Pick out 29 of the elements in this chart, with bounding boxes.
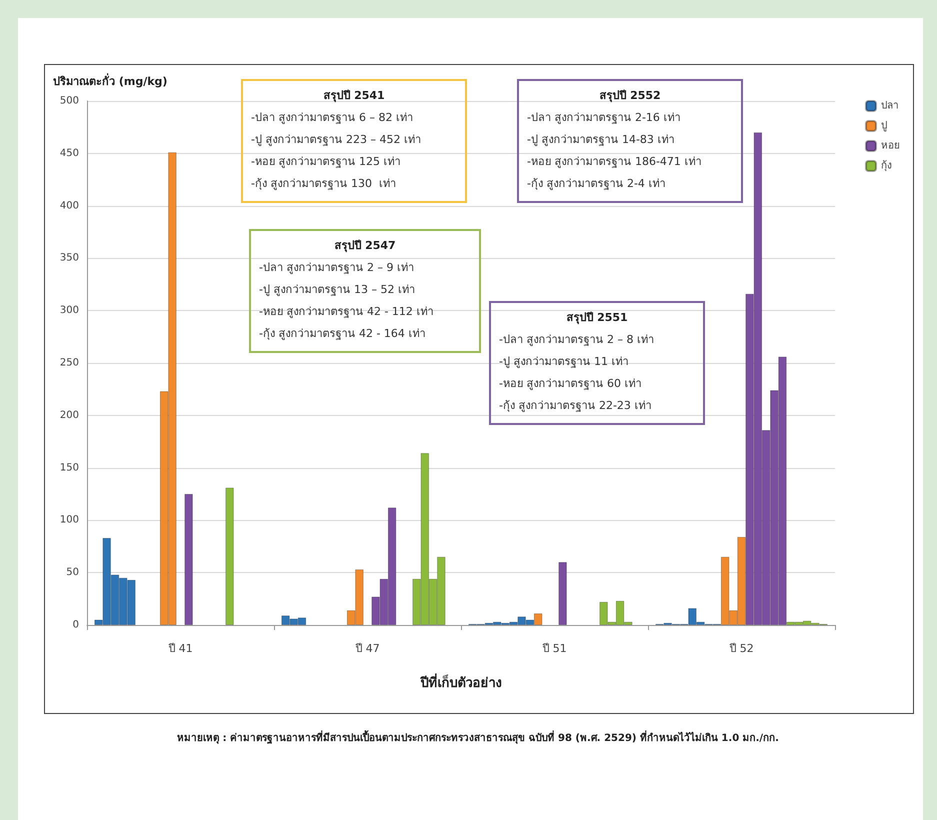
bar xyxy=(184,494,193,625)
legend-label: กุ้ง xyxy=(881,160,892,172)
y-tick-label: 100 xyxy=(60,514,79,526)
bar xyxy=(558,562,567,625)
x-tick-label: ปี 51 xyxy=(541,642,567,655)
y-tick-label: 400 xyxy=(60,200,79,212)
legend-label: หอย xyxy=(881,140,900,152)
bar xyxy=(226,488,234,625)
x-tick-label: ปี 41 xyxy=(167,642,193,655)
y-tick-label: 0 xyxy=(72,620,79,630)
y-tick-label: 250 xyxy=(60,358,79,368)
y-tick-label: 300 xyxy=(60,305,79,316)
x-tick-label: ปี 47 xyxy=(354,642,380,655)
text: หมายเหตุ : ค่ามาตรฐานอาหารที่มีสารปนเปื้อนตามประกาศกระทรวงสาธารณสุข ฉบับที่ 98 (พ.ศ. 2529) ที่กำหนดไว้ไม่เกิน 1.0 มก./กก. xyxy=(176,730,780,745)
y-tick-label: 50 xyxy=(66,567,79,578)
annotation: สรุปปี 2547 -ปลา สูงกว่ามาตรฐาน 2 – 9 เท่า -ปู สูงกว่ามาตรฐาน 13 – 52 เท่า -หอย สูงกว่ามาตรฐาน 42 - 112 เท่า -กุ้ง สูงกว่ามาตรฐาน 42 - 164 เท่า xyxy=(259,238,434,342)
y-tick-label: 200 xyxy=(60,410,79,421)
y-tick-label: 350 xyxy=(60,252,79,264)
legend-label: ปู xyxy=(881,120,887,132)
annotation: สรุปปี 2541 -ปลา สูงกว่ามาตรฐาน 6 – 82 เท่า -ปู สูงกว่ามาตรฐาน 223 – 452 เท่า -หอย สูงกว่ามาตรฐาน 125 เท่า -กุ้ง สูงกว่ามาตรฐาน 130 เท่า xyxy=(251,88,422,192)
y-tick-label: 150 xyxy=(60,462,79,474)
annotation: สรุปปี 2551 -ปลา สูงกว่ามาตรฐาน 2 – 8 เท่า -ปู สูงกว่ามาตรฐาน 11 เท่า -หอย สูงกว่ามาตรฐาน 60 เท่า -กุ้ง สูงกว่ามาตรฐาน 22-23 เท่า xyxy=(499,310,655,414)
x-tick-label: ปี 52 xyxy=(728,642,754,655)
y-tick-label: 500 xyxy=(60,96,79,106)
x-axis-title: ปีที่เก็บตัวอย่าง xyxy=(420,673,502,691)
annotation: สรุปปี 2552 -ปลา สูงกว่ามาตรฐาน 2-16 เท่า -ปู สูงกว่ามาตรฐาน 14-83 เท่า -หอย สูงกว่ามาตรฐาน 186-471 เท่า -กุ้ง สูงกว่ามาตรฐาน 2-4 เท่า xyxy=(527,88,702,192)
y-axis-title: ปริมาณตะกั่ว (mg/kg) xyxy=(53,73,168,88)
y-tick-label: 450 xyxy=(60,148,79,159)
legend-label: ปลา xyxy=(881,100,899,112)
